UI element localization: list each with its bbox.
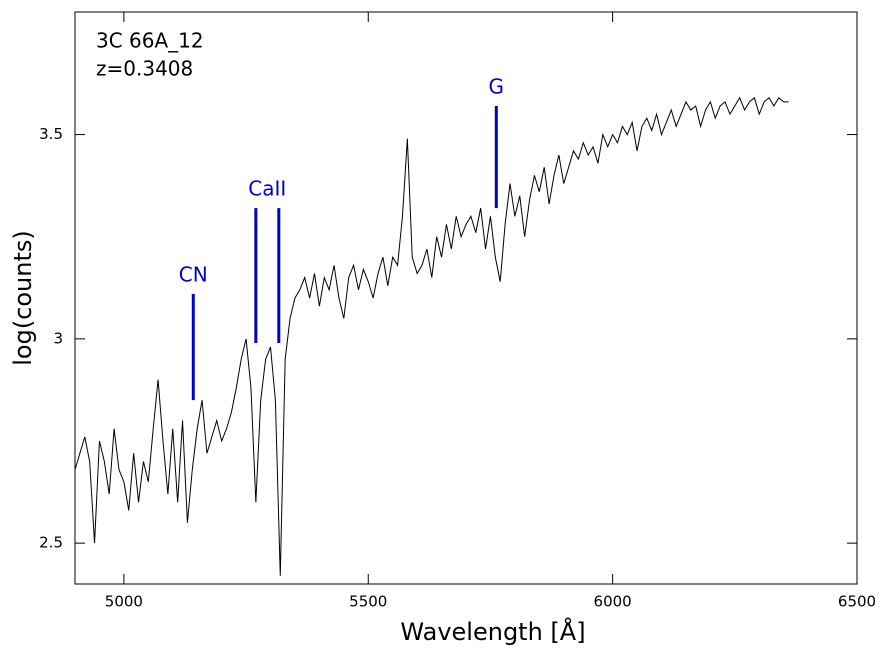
spectrum-line: [74, 96, 789, 576]
y-tick-label: 3.5: [39, 125, 63, 143]
feature-label: CaII: [248, 177, 286, 201]
plot-frame: [74, 11, 858, 585]
feature-label: G: [489, 74, 505, 98]
x-tick-label: 5500: [349, 593, 387, 611]
x-axis-label: Wavelength [Å]: [400, 617, 585, 646]
y-axis-label: log(counts): [9, 230, 37, 366]
x-tick-label: 5000: [105, 593, 143, 611]
y-tick-label: 3: [53, 329, 63, 347]
x-tick-label: 6500: [838, 593, 876, 611]
title-line: 3C 66A_12: [96, 29, 204, 53]
title-line: z=0.3408: [96, 57, 193, 81]
x-tick-label: 6000: [594, 593, 632, 611]
y-tick-label: 2.5: [39, 534, 63, 552]
feature-label: CN: [179, 262, 208, 286]
